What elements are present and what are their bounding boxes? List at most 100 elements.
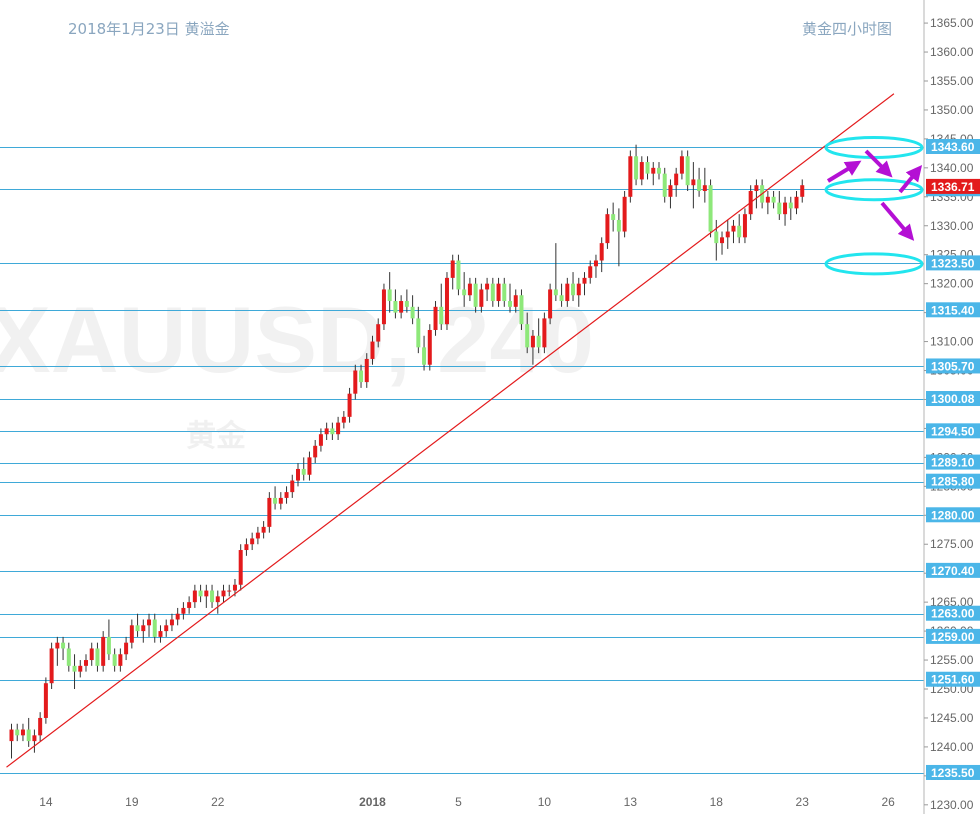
candle xyxy=(83,654,88,672)
candle-body xyxy=(416,318,421,348)
candle xyxy=(450,254,455,290)
candle-body xyxy=(639,162,644,180)
candle-body xyxy=(496,283,501,302)
level-tag-label: 1285.80 xyxy=(931,475,975,489)
candle-body xyxy=(152,619,157,637)
candle-body xyxy=(422,347,427,365)
candle-body xyxy=(622,196,627,232)
level-tag-label: 1294.50 xyxy=(931,424,975,438)
candle xyxy=(702,167,707,203)
x-tick-label: 2018 xyxy=(359,795,386,809)
candle-body xyxy=(147,619,152,626)
candle-body xyxy=(720,237,725,244)
candle xyxy=(725,219,730,249)
candle-body xyxy=(278,497,283,504)
candle-body xyxy=(725,231,730,238)
watermark-name: 黄金 xyxy=(186,419,247,454)
candle xyxy=(490,277,495,307)
candle xyxy=(679,150,684,180)
candle xyxy=(462,272,467,307)
candle-body xyxy=(708,185,713,232)
candle xyxy=(141,619,146,643)
candle xyxy=(473,277,478,313)
level-tag-label: 1263.00 xyxy=(931,607,975,621)
candle-body xyxy=(324,428,329,435)
candle xyxy=(370,335,375,365)
candle-body xyxy=(685,156,690,186)
x-tick-label: 13 xyxy=(624,795,638,809)
candle-body xyxy=(674,173,679,186)
candle-body xyxy=(227,590,232,592)
candle xyxy=(571,272,576,302)
candle xyxy=(95,642,100,672)
candle-body xyxy=(427,329,432,365)
candle-body xyxy=(169,619,174,626)
candle-body xyxy=(387,289,392,302)
candle xyxy=(38,712,43,742)
candle xyxy=(456,254,461,296)
candle-body xyxy=(737,225,742,238)
candle-body xyxy=(38,717,43,736)
candle-body xyxy=(576,283,581,296)
candle-body xyxy=(777,202,782,215)
candle-body xyxy=(296,468,300,481)
candle xyxy=(513,289,518,313)
candle xyxy=(599,237,604,273)
level-tag-label: 1300.08 xyxy=(931,392,975,406)
candle-body xyxy=(502,283,507,302)
candle xyxy=(605,208,610,249)
candle xyxy=(198,584,203,603)
candle xyxy=(731,219,736,244)
candle xyxy=(204,584,209,608)
level-tag-label: 1270.40 xyxy=(931,564,975,578)
candle-body xyxy=(192,590,197,603)
candle-body xyxy=(341,416,346,423)
candle-body xyxy=(634,156,639,180)
candle-body xyxy=(542,318,547,348)
candle-body xyxy=(433,306,438,330)
candle-body xyxy=(662,173,667,197)
candle-body xyxy=(485,283,490,290)
candle-body xyxy=(628,156,633,197)
candle-body xyxy=(66,648,71,666)
level-tag xyxy=(926,671,980,687)
candle-body xyxy=(456,260,461,290)
candle xyxy=(175,607,180,626)
level-tag xyxy=(926,507,980,523)
candle-body xyxy=(250,538,255,545)
candle xyxy=(169,613,174,632)
candle xyxy=(674,167,679,197)
time-axis: 14 19 22 2018 5 10 13 18 23 26 xyxy=(39,795,895,809)
level-tag xyxy=(926,454,980,470)
candle xyxy=(164,619,169,637)
candle-body xyxy=(376,324,381,342)
candle-body xyxy=(118,654,123,666)
candle xyxy=(267,492,272,533)
candle xyxy=(353,364,358,400)
candle-body xyxy=(364,358,369,383)
y-tick-label: 1340.00 xyxy=(930,161,974,175)
date-caption: 2018年1月23日 黄溢金 xyxy=(68,20,230,38)
candle xyxy=(611,202,616,232)
candle xyxy=(559,283,564,307)
x-tick-label: 14 xyxy=(39,795,53,809)
candle-body xyxy=(588,266,593,278)
candle-body xyxy=(467,283,472,296)
candle-body xyxy=(124,642,129,655)
y-tick-label: 1310.00 xyxy=(930,335,974,349)
candle xyxy=(565,277,570,307)
y-tick-label: 1245.00 xyxy=(930,711,974,725)
candle xyxy=(433,301,438,336)
candle xyxy=(106,619,111,661)
candle-body xyxy=(462,289,467,296)
candle-body xyxy=(181,607,186,614)
candle xyxy=(536,318,541,354)
candle xyxy=(278,492,283,510)
candle-body xyxy=(565,283,570,302)
candle xyxy=(318,428,323,452)
candle xyxy=(530,329,535,365)
candle xyxy=(697,167,702,197)
candle xyxy=(496,277,501,307)
candle xyxy=(794,191,799,215)
